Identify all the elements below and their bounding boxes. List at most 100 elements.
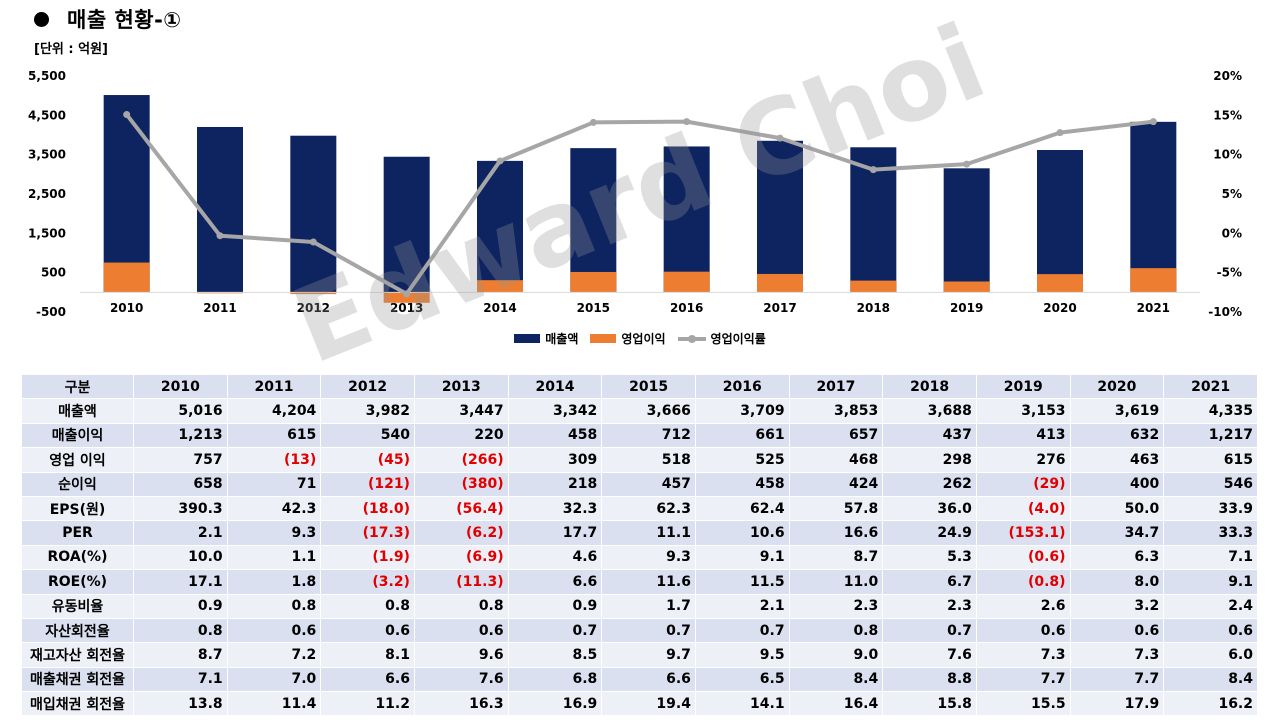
table-cell: 6.0 <box>1163 642 1258 668</box>
table-row: 매출채권 회전율 7.1 7.0 6.6 7.6 6.8 6.6 6.5 8.4 8.8 7.7 7.… <box>22 667 1258 693</box>
table-cell: 0.6 <box>1163 618 1258 644</box>
table-cell: 8.1 <box>320 642 415 668</box>
table-cell: (0.8) <box>976 569 1071 595</box>
table-cell: (380) <box>414 472 509 497</box>
table-cell: 71 <box>227 472 322 497</box>
table-cell: 1.7 <box>601 594 696 619</box>
table-cell: 9.3 <box>601 545 696 571</box>
row-label: 영업 이익 <box>22 447 134 473</box>
legend-swatch-op-margin <box>677 334 706 343</box>
table-cell: 8.8 <box>882 667 977 693</box>
table-cell: 1,217 <box>1163 423 1258 449</box>
table-cell: 0.8 <box>227 594 322 619</box>
table-header-year: 2015 <box>601 375 696 400</box>
table-cell: 0.8 <box>414 594 509 619</box>
bar-op-profit-2018 <box>850 280 897 293</box>
table-cell: (17.3) <box>320 520 415 546</box>
bar-sales-2010 <box>103 95 150 293</box>
point-op-margin-2017 <box>776 134 784 142</box>
table-cell: 10.6 <box>695 520 790 546</box>
table-cell: 546 <box>1163 472 1258 497</box>
table-header-year: 2011 <box>227 375 322 400</box>
bar-op-profit-2015 <box>570 271 617 293</box>
table-cell: 11.5 <box>695 569 790 595</box>
row-label: 매출액 <box>22 398 134 424</box>
legend-item-sales: 매출액 <box>514 330 578 347</box>
point-op-margin-2010 <box>123 111 131 119</box>
table-cell: 6.7 <box>882 569 977 595</box>
x-tick-label-2010: 2010 <box>110 301 143 315</box>
table-cell: 390.3 <box>133 496 228 522</box>
table-cell: 16.6 <box>789 520 884 546</box>
table-cell: 0.7 <box>882 618 977 644</box>
table-cell: 10.0 <box>133 545 228 571</box>
table-header-year: 2021 <box>1163 375 1258 400</box>
table-cell: 6.6 <box>320 667 415 693</box>
x-tick-label-2020: 2020 <box>1043 301 1076 315</box>
unit-label: [단위 : 억원] <box>34 42 108 57</box>
point-op-margin-2012 <box>309 238 317 246</box>
table-row: 재고자산 회전율 8.7 7.2 8.1 9.6 8.5 9.7 9.5 9.0 7.6 7.3 7.… <box>22 642 1258 668</box>
table-cell: 15.5 <box>976 691 1071 717</box>
bar-sales-2011 <box>197 126 243 293</box>
bar-op-profit-2012 <box>290 292 337 295</box>
table-cell: 11.4 <box>227 691 322 717</box>
y-right-tick-label: -10% <box>1208 305 1242 319</box>
table-cell: 220 <box>414 423 509 449</box>
table-header-year: 2018 <box>882 375 977 400</box>
table-cell: 8.7 <box>789 545 884 571</box>
table-cell: 16.4 <box>789 691 884 717</box>
table-cell: 8.0 <box>1070 569 1165 595</box>
table-cell: 309 <box>508 447 603 473</box>
table-cell: 0.8 <box>320 594 415 619</box>
bar-op-profit-2021 <box>1130 268 1177 293</box>
table-cell: 17.9 <box>1070 691 1165 717</box>
table-cell: 9.0 <box>789 642 884 668</box>
table-cell: 413 <box>976 423 1071 449</box>
table-cell: (266) <box>414 447 509 473</box>
y-left-tick-label: -500 <box>36 305 66 319</box>
table-row: ROE(%) 17.1 1.8 (3.2) (11.3) 6.6 11.6 11.5 11.0 6… <box>22 569 1258 595</box>
x-tick-label-2017: 2017 <box>763 301 796 315</box>
table-cell: 50.0 <box>1070 496 1165 522</box>
table-cell: 0.9 <box>133 594 228 619</box>
legend-label-sales: 매출액 <box>545 332 579 346</box>
row-label: 유동비율 <box>22 594 134 619</box>
table-cell: 15.8 <box>882 691 977 717</box>
table-cell: 0.7 <box>695 618 790 644</box>
y-left-tick-label: 4,500 <box>28 108 66 122</box>
point-op-margin-2015 <box>589 118 597 126</box>
table-cell: 463 <box>1070 447 1165 473</box>
table-cell: 7.6 <box>882 642 977 668</box>
x-tick-label-2021: 2021 <box>1137 301 1170 315</box>
table-cell: 2.4 <box>1163 594 1258 619</box>
table-cell: 458 <box>695 472 790 497</box>
legend-item-op-margin: 영업이익률 <box>677 330 766 347</box>
table-cell: 11.0 <box>789 569 884 595</box>
table-cell: 3,709 <box>695 398 790 424</box>
table-cell: (0.6) <box>976 545 1071 571</box>
table-cell: 0.6 <box>976 618 1071 644</box>
table-cell: 400 <box>1070 472 1165 497</box>
table-cell: 1.8 <box>227 569 322 595</box>
table-cell: 2.1 <box>695 594 790 619</box>
table-cell: 0.8 <box>789 618 884 644</box>
table-cell: 24.9 <box>882 520 977 546</box>
table-cell: 218 <box>508 472 603 497</box>
table-cell: 657 <box>789 423 884 449</box>
table-cell: (11.3) <box>414 569 509 595</box>
table-cell: 0.8 <box>133 618 228 644</box>
table-cell: 8.5 <box>508 642 603 668</box>
table-cell: 7.3 <box>976 642 1071 668</box>
table-cell: 34.7 <box>1070 520 1165 546</box>
table-row: 매출이익 1,213 615 540 220 458 712 661 657 437 413 632 1… <box>22 423 1258 449</box>
table-cell: 468 <box>789 447 884 473</box>
table-cell: 16.3 <box>414 691 509 717</box>
table-cell: 57.8 <box>789 496 884 522</box>
table-cell: 0.7 <box>601 618 696 644</box>
financial-table: 구분 2010 2011 2012 2013 2014 2015 2016 2017 2018 20… <box>22 375 1258 717</box>
table-cell: 298 <box>882 447 977 473</box>
table-cell: 14.1 <box>695 691 790 717</box>
y-left-tick-label: 2,500 <box>28 187 66 201</box>
table-cell: 3,619 <box>1070 398 1165 424</box>
